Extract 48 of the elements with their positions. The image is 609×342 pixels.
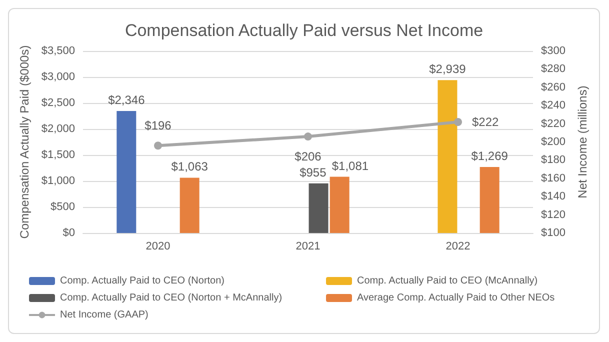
data-label: $2,346 [108,93,146,108]
x-tick-label: 2020 [146,240,170,252]
y-tick-label: $2,500 [41,97,75,109]
bar [116,111,136,233]
y2-tick-label: $100 [541,227,566,239]
x-tick-label: 2022 [446,240,470,252]
bar [180,178,200,233]
bar [308,183,328,233]
y-tick-label: $1,000 [41,175,75,187]
point [454,118,462,126]
y-tick-label: $1,500 [41,149,75,161]
x-tick-label: 2021 [296,240,320,252]
y-axis-title: Compensation Actually Paid ($000s) [17,45,32,239]
data-label: $2,939 [429,62,466,76]
point [304,132,312,141]
data-label: $222 [472,114,500,129]
point [154,142,162,150]
y2-tick-label: $280 [541,63,566,76]
data-label: $1,063 [171,160,208,174]
legend-label: Comp. Actually Paid to CEO (McAnnally) [357,276,538,286]
legend-label: Comp. Actually Paid to CEO (Norton) [60,276,225,286]
y2-tick-label: $160 [541,172,566,184]
y2-tick-label: $300 [541,45,566,57]
y2-tick-label: $220 [541,118,566,130]
data-label: $1,081 [332,158,369,173]
y-tick-label: $0 [62,227,75,239]
legend-label: Comp. Actually Paid to CEO (Norton + McAnnally) [60,292,282,304]
chart-title: Compensation Actually Paid versus Net Income [124,21,484,40]
y-tick-label: $3,500 [41,45,75,57]
y2-tick-label: $200 [541,136,566,148]
y2-tick-label: $260 [541,81,566,94]
bar [480,167,500,233]
y2-axis-title: Net Income (millions) [575,86,590,198]
legend-label: Average Comp. Actually Paid to Other NEOs [357,292,555,304]
data-label: $955 [300,165,327,180]
y-tick-label: $500 [50,201,75,213]
y2-tick-label: $240 [541,100,566,112]
data-label: $206 [294,150,322,164]
data-label: $1,269 [471,149,508,164]
legend-label: Net Income (GAAP) [60,310,148,320]
bar [330,176,350,233]
y-tick-label: $2,000 [41,123,75,135]
y-tick-label: $3,000 [41,71,75,83]
y2-tick-label: $180 [541,154,566,166]
y2-tick-label: $120 [541,208,566,221]
data-label: $196 [144,118,172,133]
y2-tick-label: $140 [541,190,566,203]
bar [438,80,458,233]
